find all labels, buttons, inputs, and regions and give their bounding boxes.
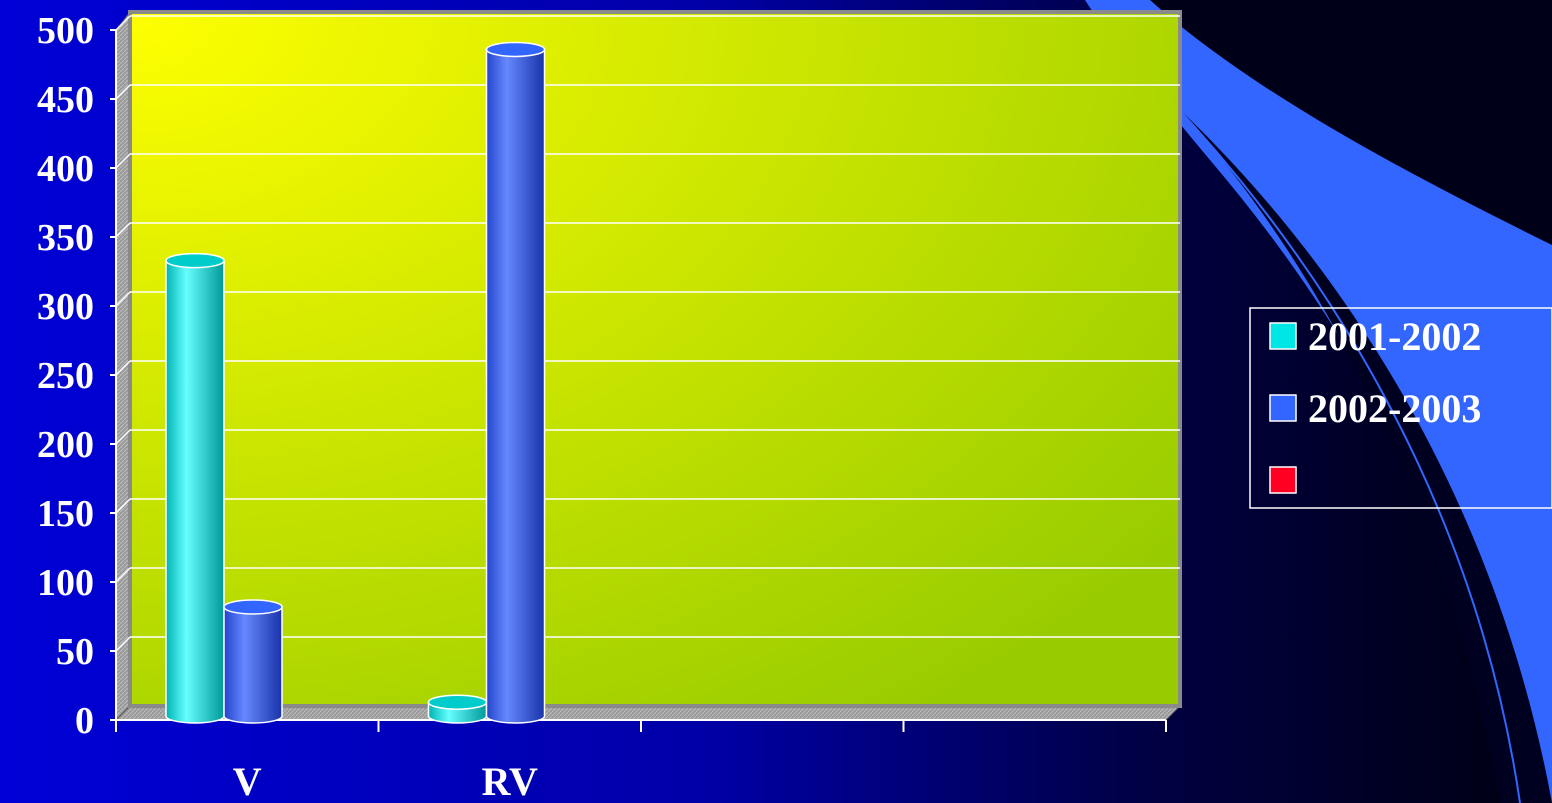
legend-box: [1249, 307, 1552, 509]
grid-line-diag: [115, 429, 131, 445]
legend-entries: 2001-2002 2002-2003: [1269, 314, 1481, 494]
grid-line-diag: [115, 567, 131, 583]
decor-thin-curve: [1109, 39, 1521, 803]
legend-label: 2001-2002: [1308, 314, 1481, 359]
grid-line-diag: [115, 84, 131, 100]
plot-area: [128, 10, 1182, 708]
bar-cap: [485, 41, 546, 58]
y-tick-label: 350: [37, 217, 94, 259]
y-tick-label: 0: [75, 700, 94, 742]
grid-line-diag: [115, 498, 131, 514]
x-tick-labels: V RV: [115, 720, 1167, 803]
bar-body: [223, 606, 283, 724]
grid-line-diag: [115, 360, 131, 376]
legend-label: 2002-2003: [1308, 386, 1481, 431]
bar-cap: [427, 694, 488, 710]
decor-dark-wedge: [1150, 0, 1552, 245]
grid-lines: [110, 15, 1180, 721]
bar-body: [165, 259, 225, 724]
grid-line-diag: [115, 15, 131, 31]
grid-line-diag: [115, 291, 131, 307]
grid-line-diag: [115, 153, 131, 169]
bar-body: [485, 48, 546, 724]
grid-line-diag: [115, 636, 131, 652]
y-tick-label: 50: [56, 631, 94, 673]
bar-2001-2002-V: [165, 252, 225, 724]
legend-swatch: [1269, 394, 1297, 422]
y-tick-label: 300: [37, 286, 94, 328]
legend-swatch: [1269, 322, 1297, 350]
grid-line-diag: [115, 222, 131, 238]
y-tick-label: 500: [37, 10, 94, 52]
y-tick-label: 150: [37, 493, 94, 535]
legend: 2001-2002 2002-2003: [1249, 307, 1552, 509]
y-tick-label: 400: [37, 148, 94, 190]
bar-cap: [223, 599, 283, 615]
bars: [165, 41, 546, 724]
x-tick-label: V: [233, 759, 262, 803]
legend-swatch: [1269, 466, 1297, 494]
y-tick-label: 200: [37, 424, 94, 466]
bar-2002-2003-RV: [485, 41, 546, 724]
y-tick-label: 250: [37, 355, 94, 397]
x-tick-label: RV: [482, 759, 538, 803]
y-tick-label: 450: [37, 79, 94, 121]
bar-2002-2003-V: [223, 599, 283, 724]
plot-side-wall: [115, 10, 131, 722]
decor-dark-curve: [1175, 105, 1552, 803]
y-tick-labels: 0 50 100 150 200 250 300 350 400 450 500: [37, 10, 94, 742]
decor-swoosh: [1085, 0, 1552, 803]
bar-2001-2002-RV: [427, 694, 488, 724]
bar-cap: [165, 252, 225, 269]
y-tick-label: 100: [37, 562, 94, 604]
